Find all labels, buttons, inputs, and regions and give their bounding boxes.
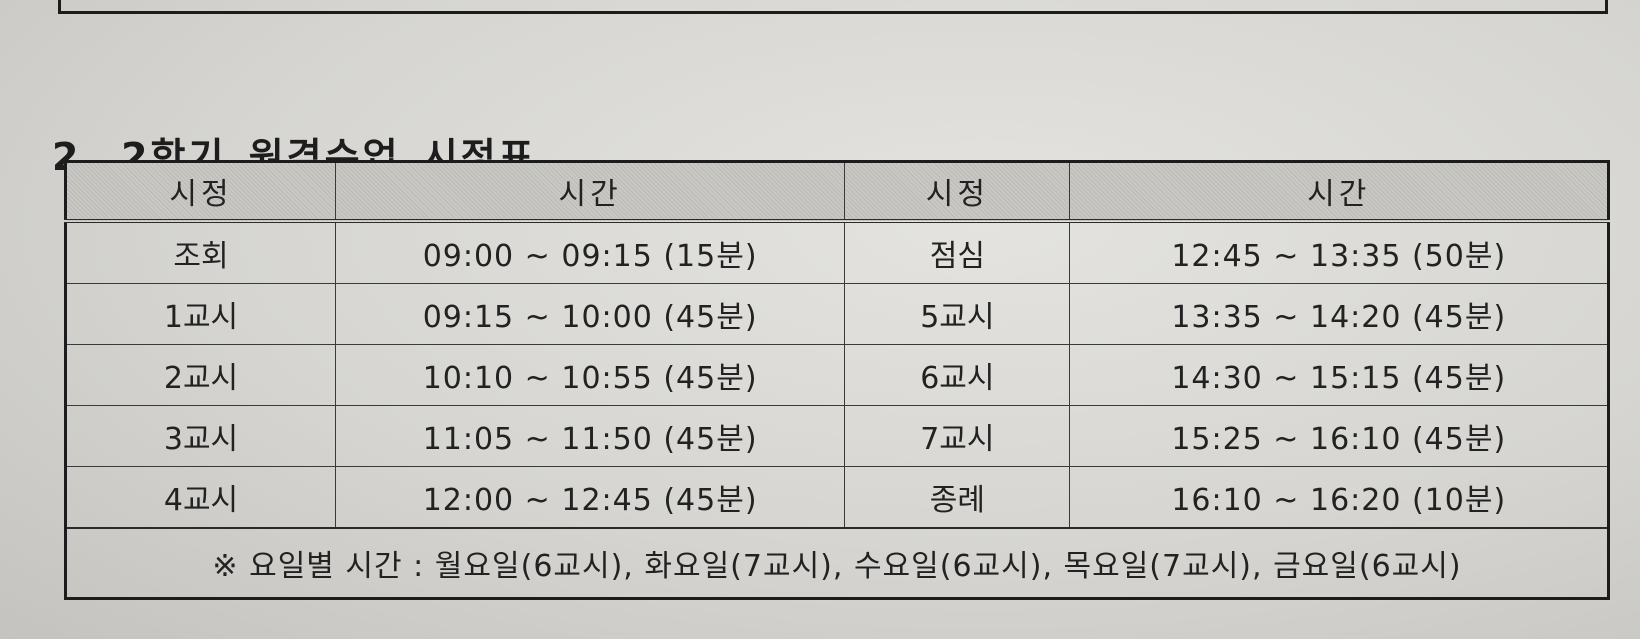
period-cell: 점심 [844, 220, 1071, 285]
period-cell: 종례 [844, 465, 1071, 529]
period-cell: 2교시 [64, 344, 337, 406]
table-row: 3교시 11:05 ~ 11:50 (45분) 7교시 15:25 ~ 16:1… [64, 405, 1609, 467]
period-cell: 조회 [64, 220, 337, 285]
time-cell: 09:00 ~ 09:15 (15분) [335, 220, 846, 285]
time-cell: 13:35 ~ 14:20 (45분) [1069, 283, 1609, 346]
header-row: 시정 시간 시정 시간 [64, 161, 1609, 223]
time-cell: 15:25 ~ 16:10 (45분) [1069, 405, 1609, 467]
schedule-table: 시정 시간 시정 시간 조회 09:00 ~ 09:15 (15분) 점심 12… [64, 160, 1610, 600]
weekday-footnote: ※ 요일별 시간 : 월요일(6교시), 화요일(7교시), 수요일(6교시),… [65, 527, 1609, 599]
time-cell: 12:00 ~ 12:45 (45분) [335, 465, 846, 529]
period-cell: 5교시 [844, 283, 1071, 346]
time-cell: 10:10 ~ 10:55 (45분) [335, 344, 846, 406]
table-row: 조회 09:00 ~ 09:15 (15분) 점심 12:45 ~ 13:35 … [64, 220, 1609, 285]
period-cell: 3교시 [64, 405, 337, 467]
table-row: 2교시 10:10 ~ 10:55 (45분) 6교시 14:30 ~ 15:1… [64, 344, 1609, 406]
previous-section-box [58, 0, 1608, 14]
period-cell: 7교시 [844, 405, 1071, 467]
period-cell: 1교시 [64, 283, 337, 346]
time-cell: 11:05 ~ 11:50 (45분) [335, 405, 846, 467]
table-row: 4교시 12:00 ~ 12:45 (45분) 종례 16:10 ~ 16:20… [64, 465, 1609, 529]
time-cell: 09:15 ~ 10:00 (45분) [335, 283, 846, 346]
table-row: 1교시 09:15 ~ 10:00 (45분) 5교시 13:35 ~ 14:2… [64, 283, 1609, 346]
period-cell: 6교시 [844, 344, 1071, 406]
time-cell: 14:30 ~ 15:15 (45분) [1069, 344, 1609, 406]
header-time-right: 시간 [1069, 161, 1609, 223]
footnote-row: ※ 요일별 시간 : 월요일(6교시), 화요일(7교시), 수요일(6교시),… [65, 527, 1609, 599]
header-period-left: 시정 [64, 161, 337, 223]
header-time-left: 시간 [335, 161, 846, 223]
time-cell: 12:45 ~ 13:35 (50분) [1069, 220, 1609, 285]
time-cell: 16:10 ~ 16:20 (10분) [1069, 465, 1609, 529]
period-cell: 4교시 [64, 465, 337, 529]
header-period-right: 시정 [844, 161, 1071, 223]
